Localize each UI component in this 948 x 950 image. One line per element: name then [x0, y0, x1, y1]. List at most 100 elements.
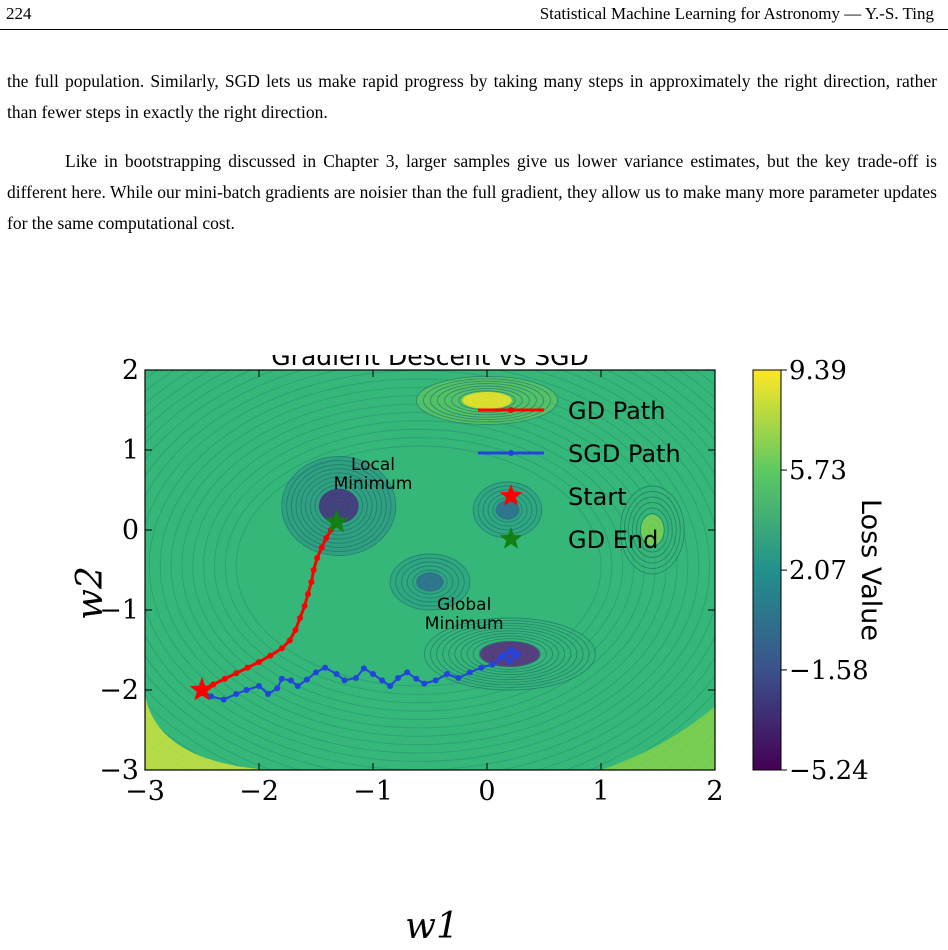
sgd-path-point [421, 680, 428, 687]
x-tick-label: 1 [592, 776, 609, 807]
annotation-line: Global [437, 595, 491, 615]
contour-ring [286, 460, 392, 552]
sgd-path-point [506, 658, 513, 665]
sgd-path-point [278, 675, 285, 682]
legend-gd-end-star [499, 527, 523, 549]
plot-frame [144, 369, 716, 771]
sgd-path-point [220, 696, 227, 703]
gd-path-point [310, 567, 317, 573]
contour-core [462, 392, 512, 409]
figure-gd-vs-sgd: Gradient Descent vs SGD −3 −2 −1 0 1 2 −3 −2 −1 0… [0, 355, 948, 950]
chart-title: Gradient Descent vs SGD [271, 355, 588, 371]
contour-ring [224, 437, 613, 695]
sgd-path-point [333, 671, 340, 677]
running-head: Statistical Machine Learning for Astrono… [539, 4, 934, 23]
contour-ring [305, 476, 373, 536]
sgd-path-point [313, 669, 319, 676]
gd-path-point [221, 675, 228, 682]
contour-ring [148, 378, 689, 754]
page-header: 224 Statistical Machine Learning for Ast… [0, 0, 948, 30]
sgd-path-point [322, 664, 329, 671]
sgd-path-point [294, 683, 301, 689]
sgd-path-point [489, 661, 496, 668]
gd-path-point [256, 659, 262, 665]
x-tick-label: −1 [353, 776, 393, 807]
legend-sgd-path-dot [508, 450, 514, 456]
sgd-path-point [256, 683, 262, 689]
sgd-path-point [243, 687, 250, 693]
sgd-path-point [360, 665, 367, 672]
legend-sgd-path-label: SGD Path [568, 440, 681, 468]
chart-svg: Gradient Descent vs SGD −3 −2 −1 0 1 2 −3 −2 −1 0… [70, 355, 886, 947]
gd-path-point [308, 579, 315, 585]
gd-path-point [244, 664, 251, 671]
contour-ring [482, 489, 533, 531]
sgd-path-point [303, 676, 310, 683]
sgd-path-point [370, 671, 376, 677]
corner-high-loss [145, 694, 271, 770]
contour-ring [412, 569, 448, 595]
sgd-path-point [379, 677, 386, 684]
legend-gd-path-label: GD Path [568, 397, 665, 425]
sgd-path-point [265, 691, 272, 697]
contour-ring [401, 561, 459, 603]
colorbar-label: Loss Value [855, 499, 886, 641]
annotation-label: Global Minimum [425, 595, 504, 634]
colorbar-tick-label: −5.24 [789, 756, 869, 786]
contour-ring [639, 513, 665, 547]
annotation-line: Minimum [334, 474, 413, 494]
contour-ring [309, 480, 368, 532]
legend-gd-path-dot [508, 407, 514, 413]
sgd-path-point [352, 675, 359, 681]
sgd-path-point [208, 693, 215, 700]
legend-start-label: Start [568, 483, 627, 511]
sgd-path-point [514, 651, 521, 657]
axis-ticks: −3 −2 −1 0 1 2 −3 −2 −1 0 1 2 [99, 355, 723, 807]
sgd-path-point [501, 651, 508, 658]
page-number: 224 [6, 4, 32, 23]
y-tick-label: 1 [122, 435, 139, 466]
sgd-path-point [341, 677, 348, 684]
plot-area [145, 370, 715, 770]
contour-ring [422, 378, 552, 423]
contour-lines [145, 370, 715, 770]
corner-high-loss [601, 706, 715, 770]
contour-ring [472, 638, 547, 670]
colorbar-ticks: −5.24 −1.58 2.07 5.73 9.39 [781, 356, 869, 786]
colorbar-tick-label: 9.39 [789, 356, 847, 386]
contour-core [416, 572, 444, 592]
annotation-line: Minimum [425, 614, 504, 634]
colorbar-tick-label: 2.07 [789, 556, 847, 586]
contour-ring [395, 557, 465, 607]
contour-ring [436, 622, 584, 686]
gd-path-point [318, 544, 325, 551]
contour-ring [235, 445, 602, 687]
start-star-marker [189, 677, 215, 701]
x-tick-label: −2 [239, 776, 279, 807]
contour-ring [631, 502, 673, 558]
sgd-path-point [233, 691, 240, 697]
colorbar-tick-label: −1.58 [789, 656, 869, 686]
y-tick-label: −2 [99, 675, 139, 706]
contour-ring [430, 380, 544, 421]
sgd-path-point [395, 675, 402, 681]
x-axis-label: w1 [405, 906, 459, 947]
contour-core [641, 514, 664, 546]
x-tick-label: −3 [125, 776, 165, 807]
paragraph-1: the full population. Similarly, SGD lets… [7, 70, 937, 122]
y-axis-label: w2 [70, 566, 111, 620]
contour-ring [429, 620, 590, 688]
x-tick-label: 0 [478, 776, 495, 807]
gd-path-point [305, 591, 312, 597]
legend-gd-end-label: GD End [568, 526, 658, 554]
gd-path-point [267, 652, 274, 659]
sgd-path-point [444, 671, 451, 677]
gd-path-point [292, 627, 299, 633]
contour-ring [635, 507, 669, 553]
contour-ring [290, 464, 387, 548]
contour-ring [451, 387, 523, 413]
gd-path-point [286, 637, 293, 644]
sgd-path-point [413, 675, 420, 682]
colorbar [752, 369, 782, 771]
y-tick-label: 0 [122, 515, 139, 546]
